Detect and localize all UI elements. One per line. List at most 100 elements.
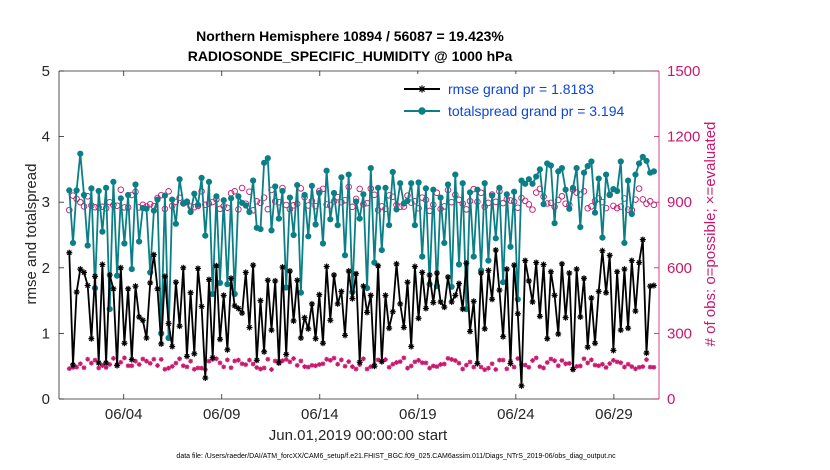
rmse-marker [577, 314, 584, 320]
rmse-marker [161, 273, 168, 280]
legend-rmse-label: rmse grand pr = 1.8183 [448, 81, 594, 97]
totalspread-marker [250, 177, 257, 184]
y-tick-label-left: 5 [42, 63, 50, 80]
obs-evaluated-marker [88, 360, 94, 366]
rmse-marker [147, 279, 154, 286]
y-tick-label-right: 1500 [667, 63, 700, 80]
obs-evaluated-marker [349, 364, 355, 370]
rmse-marker [110, 285, 117, 292]
obs-possible-marker [117, 186, 125, 193]
totalspread-marker [632, 171, 639, 178]
rmse-marker [250, 262, 257, 269]
totalspread-marker [172, 220, 179, 227]
totalspread-marker [470, 253, 477, 260]
rmse-marker [547, 268, 554, 275]
totalspread-marker [650, 168, 658, 175]
totalspread-marker [228, 195, 235, 202]
rmse-marker [246, 324, 253, 331]
x-tick-label: 06/29 [595, 406, 633, 423]
obs-evaluated-marker [85, 356, 91, 362]
totalspread-marker [404, 197, 411, 204]
obs-possible-marker [260, 194, 268, 201]
obs-evaluated-marker [206, 358, 212, 364]
rmse-marker [573, 266, 580, 273]
totalspread-marker [441, 239, 448, 246]
rmse-marker [88, 335, 95, 342]
totalspread-marker [408, 180, 415, 187]
obs-evaluated-marker [530, 358, 535, 363]
rmse-marker [411, 263, 418, 270]
obs-evaluated-marker [544, 360, 550, 365]
obs-evaluated-marker [394, 360, 399, 365]
rmse-marker [378, 358, 385, 365]
totalspread-marker [150, 207, 157, 214]
y-tick-label-left: 2 [42, 260, 50, 277]
obs-evaluated-marker [423, 360, 429, 366]
rmse-marker [500, 333, 507, 340]
rmse-marker [206, 276, 212, 283]
totalspread-marker [345, 171, 352, 178]
obs-evaluated-marker [430, 363, 436, 369]
rmse-marker [69, 361, 76, 368]
totalspread-marker [323, 167, 330, 174]
obs-evaluated-marker [294, 362, 300, 368]
totalspread-marker [286, 194, 293, 201]
rmse-marker [628, 257, 635, 264]
y-tick-label-left: 0 [42, 391, 50, 408]
obs-evaluated-marker [195, 365, 201, 371]
totalspread-marker [573, 165, 580, 172]
totalspread-marker [551, 220, 558, 227]
rmse-marker [489, 296, 496, 303]
x-tick-label: 06/19 [399, 406, 437, 423]
obs-possible-marker [146, 200, 154, 208]
obs-evaluated-marker [129, 363, 135, 369]
rmse-marker [459, 306, 466, 313]
rmse-marker [639, 236, 646, 243]
rmse-marker [496, 287, 503, 294]
totalspread-marker [367, 165, 374, 172]
totalspread-marker [459, 180, 466, 187]
rmse-marker [371, 363, 378, 370]
obs-evaluated-marker [592, 362, 598, 368]
totalspread-marker [103, 184, 110, 191]
rmse-marker [404, 279, 411, 286]
totalspread-marker [220, 197, 227, 204]
obs-evaluated-marker [526, 364, 532, 370]
totalspread-marker [591, 209, 599, 216]
rmse-marker [253, 357, 260, 364]
totalspread-marker [66, 187, 73, 194]
obs-evaluated-marker [250, 361, 256, 367]
rmse-marker [621, 266, 628, 273]
totalspread-marker [319, 240, 327, 247]
obs-evaluated-marker [316, 362, 322, 367]
totalspread-marker [161, 192, 168, 199]
rmse-marker [305, 325, 312, 332]
rmse-marker [393, 260, 400, 267]
obs-evaluated-marker [390, 361, 396, 367]
obs-evaluated-marker [272, 358, 278, 364]
totalspread-marker [117, 195, 124, 202]
rmse-marker [437, 298, 444, 305]
totalspread-marker [246, 208, 253, 216]
totalspread-marker [338, 174, 345, 181]
obs-evaluated-marker [247, 357, 252, 363]
obs-evaluated-marker [493, 367, 499, 372]
rmse-marker [470, 298, 477, 305]
obs-evaluated-marker [588, 357, 594, 363]
totalspread-marker [419, 253, 426, 260]
obs-possible-marker [521, 197, 529, 205]
totalspread-marker [510, 188, 518, 195]
rmse-marker [599, 247, 606, 254]
totalspread-line [68, 152, 655, 339]
rmse-marker [544, 335, 551, 342]
rmse-marker [235, 305, 242, 312]
rmse-marker [581, 275, 587, 282]
obs-evaluated-marker [99, 363, 105, 368]
totalspread-marker [301, 191, 308, 199]
totalspread-marker [187, 208, 194, 216]
rmse-marker [522, 257, 529, 264]
totalspread-marker [330, 189, 338, 197]
obs-evaluated-marker [611, 357, 616, 363]
rmse-marker [297, 334, 304, 341]
series-layer [66, 150, 658, 389]
